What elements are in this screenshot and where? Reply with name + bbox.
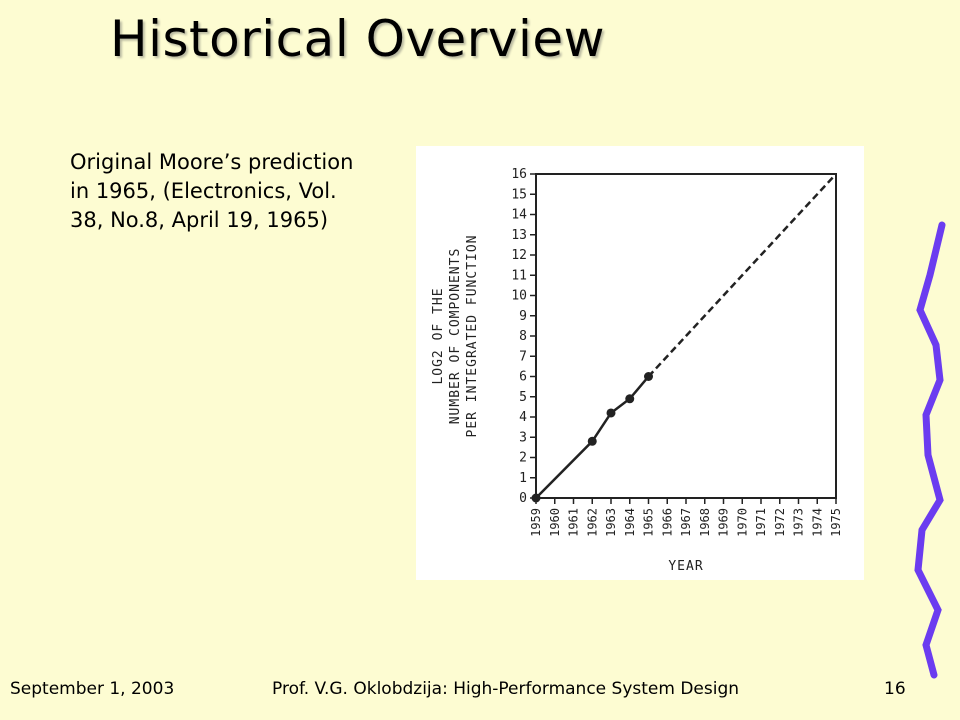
data-point	[606, 408, 616, 418]
y-tick-label: 1	[519, 471, 527, 486]
data-point	[587, 436, 597, 446]
y-tick-label: 6	[519, 370, 527, 385]
data-point	[531, 493, 541, 503]
y-tick-label: 10	[511, 289, 527, 304]
y-tick-label: 13	[511, 228, 527, 243]
decorative-squiggle	[914, 221, 946, 679]
projection-line	[647, 173, 837, 378]
footer-presenter: Prof. V.G. Oklobdzija: High-Performance …	[272, 679, 740, 699]
x-tick-label: 1961	[567, 508, 581, 537]
x-tick-label: 1960	[548, 508, 562, 537]
y-tick-label: 16	[511, 167, 527, 182]
x-tick-label: 1971	[754, 508, 768, 537]
x-tick-label: 1969	[717, 508, 731, 537]
y-axis-title-line: LOG2 OF THE	[431, 287, 446, 384]
y-tick-label: 14	[511, 208, 527, 223]
y-axis-title-line: PER INTEGRATED FUNCTION	[465, 234, 480, 437]
y-tick-label: 15	[511, 187, 527, 202]
x-tick-label: 1973	[792, 508, 806, 537]
x-tick-label: 1975	[829, 508, 843, 537]
footer-date: September 1, 2003	[10, 679, 175, 699]
x-tick-label: 1962	[585, 508, 599, 537]
x-tick-label: 1959	[529, 508, 543, 537]
y-tick-label: 7	[519, 349, 527, 364]
y-tick-label: 12	[511, 248, 527, 263]
y-tick-label: 8	[519, 329, 527, 344]
y-tick-label: 11	[511, 268, 527, 283]
slide-title: Historical Overview	[110, 10, 605, 68]
x-tick-label: 1965	[642, 508, 656, 537]
page-number: 16	[884, 679, 906, 699]
y-tick-label: 4	[519, 410, 527, 425]
x-tick-label: 1974	[810, 508, 824, 537]
x-tick-label: 1963	[604, 508, 618, 537]
x-tick-label: 1966	[660, 508, 674, 537]
x-tick-label: 1968	[698, 508, 712, 537]
moore-chart-svg: LOG2 OF THE NUMBER OF COMPONENTS PER INTEG…	[431, 167, 843, 574]
y-tick-label: 0	[519, 491, 527, 506]
y-tick-label: 5	[519, 390, 527, 405]
data-point	[625, 394, 635, 404]
x-axis-title: YEAR	[668, 559, 703, 574]
x-tick-label: 1964	[623, 508, 637, 537]
y-axis-title-line: NUMBER OF COMPONENTS	[448, 248, 463, 425]
y-tick-label: 9	[519, 309, 527, 324]
y-axis-title: LOG2 OF THE NUMBER OF COMPONENTS PER INTEG…	[431, 234, 480, 437]
moore-chart: LOG2 OF THE NUMBER OF COMPONENTS PER INTEG…	[416, 146, 864, 580]
slide-caption: Original Moore’s prediction in 1965, (El…	[70, 150, 354, 232]
x-tick-label: 1970	[735, 508, 749, 537]
x-tick-label: 1972	[773, 508, 787, 537]
y-tick-label: 2	[519, 451, 527, 466]
x-tick-label: 1967	[679, 508, 693, 537]
y-tick-label: 3	[519, 430, 527, 445]
